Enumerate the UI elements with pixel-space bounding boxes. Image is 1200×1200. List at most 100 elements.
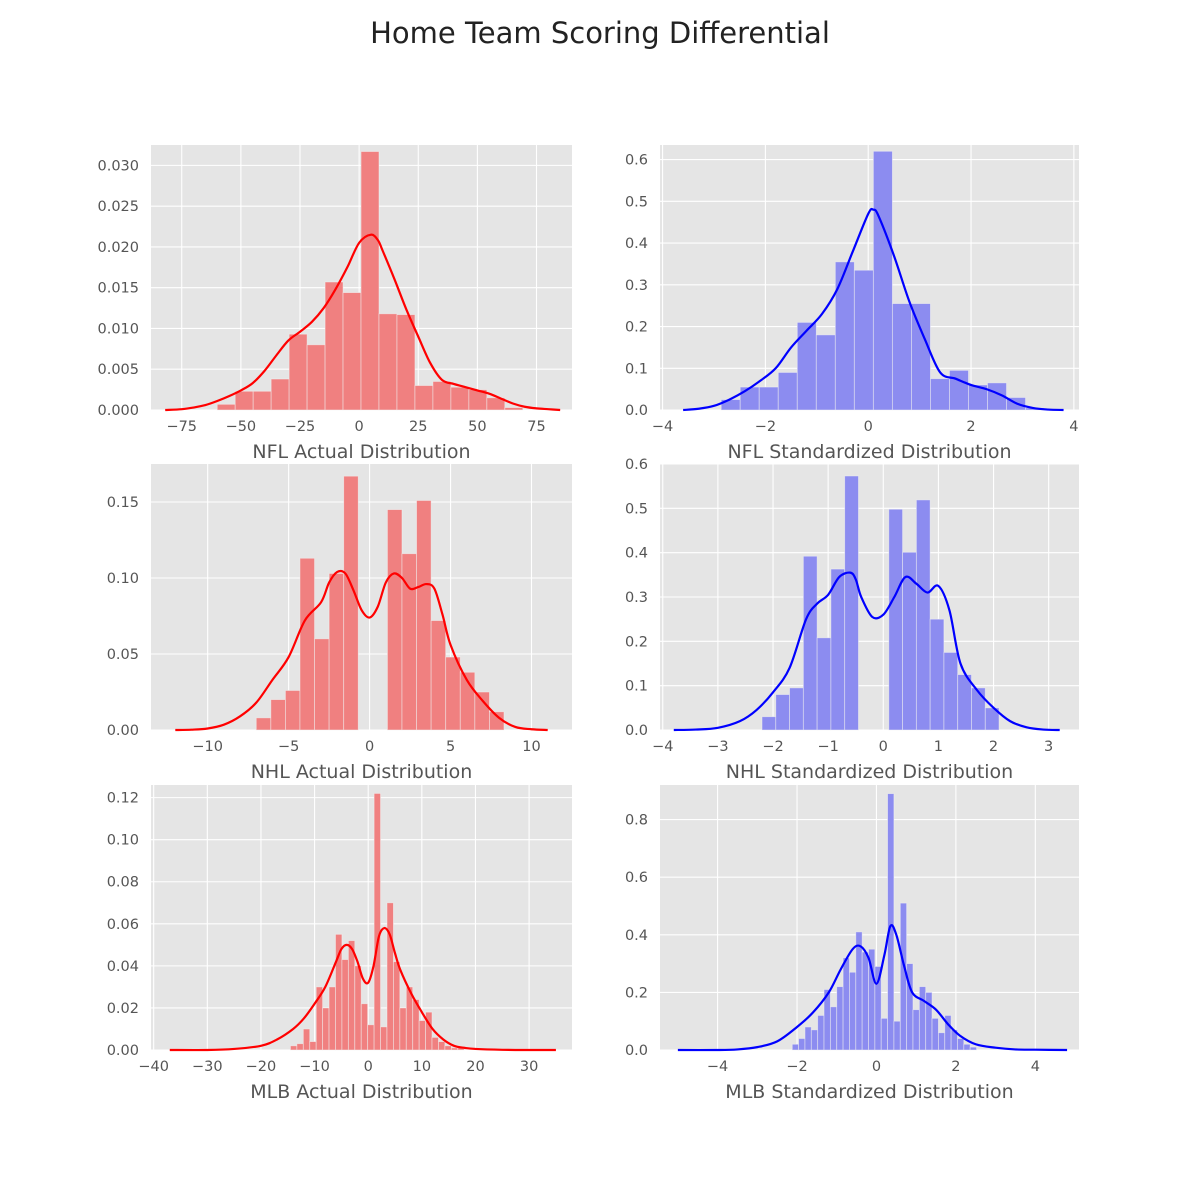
y-tick-label: 0.4 — [625, 236, 648, 252]
histogram-bar — [270, 699, 286, 731]
histogram-bar — [816, 637, 832, 731]
histogram-bar — [931, 1017, 939, 1051]
x-tick-label: −75 — [166, 419, 197, 435]
kde-curve — [677, 924, 1068, 1052]
plot-area-background — [151, 464, 572, 730]
histogram-bar — [842, 957, 850, 1051]
x-tick-label: 10 — [413, 1059, 431, 1075]
y-tick-label: 0.1 — [625, 679, 648, 695]
kde-curve — [169, 926, 556, 1052]
histogram-bar — [893, 1020, 901, 1051]
kde-curve — [175, 569, 548, 732]
histogram-bar — [930, 378, 950, 411]
histogram-bar — [829, 1006, 838, 1051]
histogram-bar — [777, 372, 798, 411]
kde-curve — [165, 233, 561, 412]
histogram-bar — [887, 793, 895, 1051]
histogram-bar — [216, 403, 236, 411]
x-tick-label: −10 — [299, 1059, 330, 1075]
histogram-bar — [367, 1024, 375, 1051]
x-tick-label: 2 — [951, 1059, 960, 1075]
histogram-bar — [393, 961, 401, 1051]
y-tick-label: 0.3 — [625, 278, 648, 294]
y-tick-label: 0.0 — [625, 403, 648, 419]
histogram-bar — [234, 390, 254, 411]
y-tick-label: 0.005 — [97, 362, 139, 378]
y-tick-label: 0.1 — [625, 361, 648, 377]
histogram-bar — [836, 986, 844, 1051]
histogram-bar — [874, 966, 882, 1051]
y-tick-label: 0.06 — [107, 917, 139, 933]
x-tick-label: 0 — [872, 1059, 881, 1075]
x-tick-label: −50 — [226, 419, 257, 435]
histogram-bar — [872, 150, 893, 411]
histogram-bar — [354, 965, 362, 1051]
histogram-bar — [891, 303, 912, 411]
histogram-bar — [486, 397, 506, 411]
histogram-bar — [430, 620, 447, 731]
nhl-standardized-panel: −4 −3 −2 −1 0 1 2 3 0.0 0.1 0.2 0.3 0.4 0.5 0.6 NHL Sta… — [625, 457, 1079, 783]
histogram-bar — [957, 1038, 965, 1051]
kde-curve — [683, 207, 1064, 412]
y-tick-label: 0.8 — [625, 813, 648, 829]
histogram-bar — [299, 557, 315, 731]
y-tick-label: 0.05 — [107, 647, 139, 663]
x-tick-label: −2 — [755, 419, 776, 435]
x-tick-label: 25 — [409, 419, 427, 435]
histogram-bar — [399, 1007, 407, 1051]
histogram-bar — [899, 902, 908, 1051]
histogram-bar — [802, 555, 818, 731]
y-tick-label: 0.6 — [625, 153, 648, 169]
histogram-bar — [849, 971, 857, 1051]
y-tick-label: 0.5 — [625, 501, 648, 517]
x-axis-title: NHL Actual Distribution — [251, 761, 473, 783]
x-axis-title: MLB Standardized Distribution — [725, 1081, 1013, 1103]
x-tick-label: 10 — [522, 739, 540, 755]
histogram-bar — [290, 1045, 298, 1051]
histogram-bar — [796, 321, 817, 411]
histogram-bar — [444, 1045, 452, 1051]
histogram-bar — [949, 369, 969, 411]
x-tick-label: −40 — [138, 1059, 169, 1075]
histogram-bar — [844, 475, 859, 731]
histogram-bar — [943, 652, 959, 731]
x-tick-label: 1 — [934, 739, 943, 755]
histogram-bar — [474, 691, 490, 731]
histogram-bar — [987, 382, 1007, 411]
histogram-bar — [431, 1036, 439, 1051]
x-tick-label: 0 — [864, 419, 873, 435]
histogram-bar — [789, 687, 804, 731]
histogram-bar — [830, 568, 846, 731]
x-axis-title: NHL Standardized Distribution — [726, 761, 1013, 783]
histogram-bar — [416, 500, 432, 731]
x-tick-label: 2 — [966, 419, 975, 435]
histogram-bar — [834, 261, 855, 411]
x-tick-label: 0 — [355, 419, 364, 435]
x-tick-label: −30 — [192, 1059, 223, 1075]
histogram-bar — [855, 931, 863, 1051]
y-tick-label: 0.4 — [625, 928, 648, 944]
histogram-bar — [957, 674, 972, 731]
histogram-bar — [880, 1017, 888, 1051]
y-tick-label: 0.00 — [107, 1043, 139, 1059]
histogram-bar — [360, 151, 380, 411]
y-tick-label: 0.6 — [625, 870, 648, 886]
histogram-bar — [343, 475, 359, 731]
mlb-actual-panel: −40 −30 −20 −10 0 10 20 30 0.00 0.02 0.04 0.06 0.08 0… — [107, 785, 572, 1103]
histogram-bar — [270, 378, 290, 411]
x-tick-label: 4 — [1069, 419, 1078, 435]
figure-title: Home Team Scoring Differential — [370, 16, 830, 50]
histogram-bar — [739, 386, 760, 411]
y-tick-label: 0.025 — [97, 199, 139, 215]
histogram-bar — [328, 573, 345, 731]
x-tick-label: 20 — [466, 1059, 484, 1075]
y-tick-label: 0.10 — [107, 571, 139, 587]
nfl-actual-panel: −75 −50 −25 0 25 50 75 0.000 0.005 0.010 0.015 0.02… — [97, 145, 572, 463]
y-tick-label: 0.000 — [97, 403, 139, 419]
histogram-bar — [341, 959, 349, 1051]
y-tick-label: 0.15 — [107, 495, 139, 511]
histogram-bar — [815, 334, 836, 411]
x-tick-label: −3 — [707, 739, 728, 755]
histogram-bar — [252, 390, 272, 411]
histogram-bar — [302, 1028, 311, 1051]
